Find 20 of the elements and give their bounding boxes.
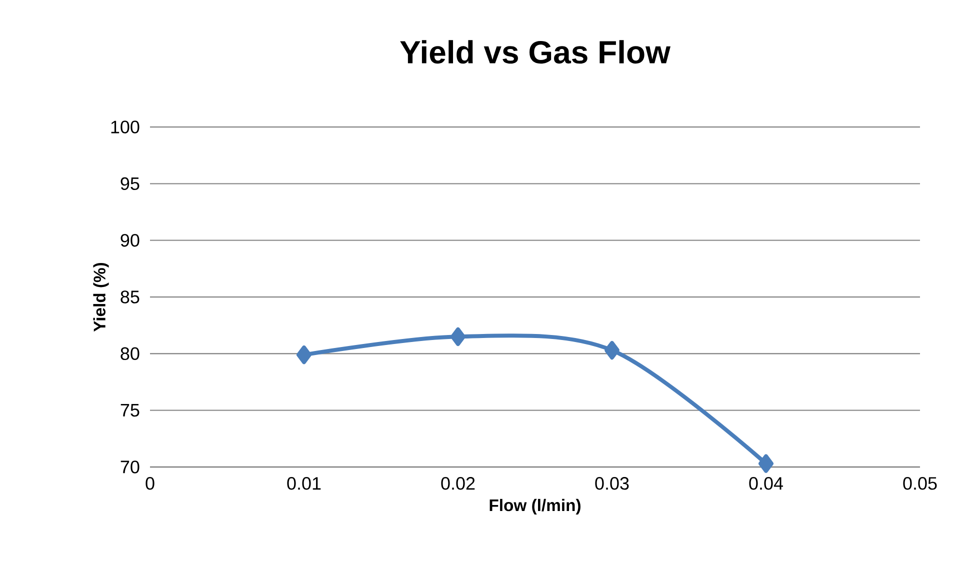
point [604, 340, 620, 360]
x-tick-label: 0.03 [595, 477, 629, 490]
y-tick-label: 95 [120, 177, 140, 190]
y-tick-label: 100 [111, 120, 140, 134]
y-tick-label: 80 [120, 347, 140, 360]
y-tick-label: 85 [120, 290, 140, 304]
point [296, 345, 312, 364]
y-tick-label: 90 [120, 234, 140, 247]
x-tick-label: 0 [146, 477, 154, 490]
y-tick-label: 70 [120, 460, 140, 474]
x-tick-label: 0.01 [287, 477, 321, 490]
y-tick-label: 75 [120, 404, 140, 417]
chart-title: Yield vs Gas Flow [400, 40, 671, 64]
x-axis-title: Flow (l/min) [490, 498, 580, 514]
point [758, 454, 774, 473]
x-tick-label: 0.02 [441, 477, 475, 490]
x-tick-label: 0.05 [903, 477, 937, 490]
x-tick-label: 0.04 [749, 477, 783, 490]
point [450, 327, 466, 346]
y-axis-title: Yield (%) [93, 262, 109, 332]
